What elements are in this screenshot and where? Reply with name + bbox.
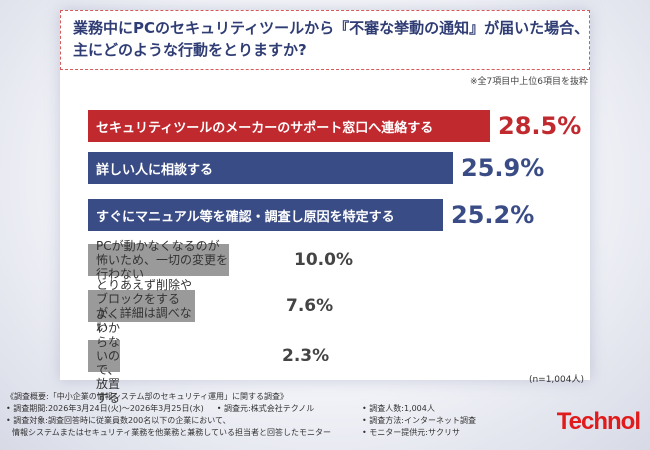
question-line-2: 主にどのような行動をとりますか? (73, 41, 307, 59)
bar-value-1: 28.5% (498, 112, 582, 140)
question-line-1: 業務中にPCのセキュリティツールから『不審な挙動の通知』が届いた場合、 (73, 19, 590, 37)
survey-target-b: 情報システムまたはセキュリティ業務を他業務と兼務している担当者と回答したモニター (12, 428, 332, 437)
bar-5: とりあえず削除やブロックをするが、詳細は調べない (88, 278, 195, 334)
bar-label-4: PCが動かなくなるのが怖いため、一切の変更を行わない (96, 239, 229, 281)
survey-footer: 《調査概要:「中小企業の情報システム部のセキュリティ運用」に関する調査》 • 調… (6, 391, 476, 439)
technol-logo: Technol (556, 408, 641, 435)
bar-value-6: 2.3% (282, 346, 330, 366)
survey-period: • 調査期間:2026年3月24日(火)〜2026年3月25日(水) (6, 404, 204, 413)
bar-value-5: 7.6% (286, 296, 334, 316)
bar-label-2: 詳しい人に相談する (96, 162, 214, 178)
sample-size: (n=1,004人) (528, 375, 584, 385)
bar-label-6: よくわからないので、放置する (96, 307, 121, 405)
bar-2: 詳しい人に相談する (88, 152, 453, 184)
survey-provider: • モニター提供元:サクリサ (362, 428, 460, 437)
survey-organizer: • 調査元:株式会社テクノル (216, 404, 315, 413)
selection-note: ※全7項目中上位6項目を抜粋 (470, 77, 588, 87)
bar-label-3: すぐにマニュアル等を確認・調査し原因を特定する (96, 209, 395, 225)
survey-respondents: • 調査人数:1,004人 (362, 404, 435, 413)
bar-value-3: 25.2% (451, 201, 535, 229)
bar-1: セキュリティツールのメーカーのサポート窓口へ連絡する (88, 110, 490, 142)
survey-method: • 調査方法:インターネット調査 (362, 416, 476, 425)
bar-label-5: とりあえず削除やブロックをするが、詳細は調べない (96, 278, 193, 334)
bar-6: よくわからないので、放置する (88, 307, 120, 405)
survey-title: 《調査概要:「中小企業の情報システム部のセキュリティ運用」に関する調査》 (6, 392, 288, 401)
bar-value-2: 25.9% (461, 154, 545, 182)
bar-label-1: セキュリティツールのメーカーのサポート窓口へ連絡する (96, 120, 434, 136)
question-box: 業務中にPCのセキュリティツールから『不審な挙動の通知』が届いた場合、 主にどの… (60, 10, 590, 70)
bar-value-4: 10.0% (294, 250, 353, 270)
bar-3: すぐにマニュアル等を確認・調査し原因を特定する (88, 199, 443, 231)
bar-4: PCが動かなくなるのが怖いため、一切の変更を行わない (88, 239, 229, 281)
survey-target-a: • 調査対象:調査回答時に従業員数200名以下の企業において、 (6, 416, 231, 425)
